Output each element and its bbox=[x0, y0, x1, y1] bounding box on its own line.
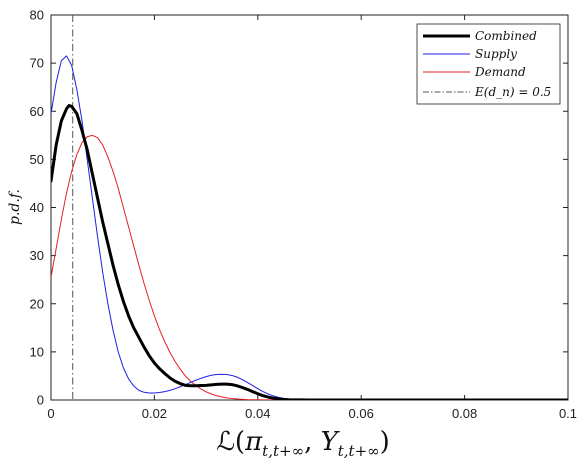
x-tick-label: 0.08 bbox=[452, 406, 477, 421]
legend-item-supply: Supply bbox=[423, 47, 517, 61]
x-tick-label: 0.1 bbox=[559, 406, 577, 421]
y-tick-label: 50 bbox=[30, 152, 44, 167]
x-tick-label: 0.04 bbox=[245, 406, 270, 421]
series-line-combined bbox=[51, 103, 568, 400]
y-tick-label: 10 bbox=[30, 344, 44, 359]
y-tick-label: 20 bbox=[30, 296, 44, 311]
legend-label-supply: Supply bbox=[475, 47, 517, 61]
series-layer bbox=[51, 15, 568, 400]
series-line-demand bbox=[51, 134, 568, 400]
x-tick-label: 0 bbox=[47, 406, 54, 421]
legend-label-expected: E(d_n) = 0.5 bbox=[474, 85, 551, 99]
legend-item-combined: Combined bbox=[423, 29, 537, 43]
legend-item-demand: Demand bbox=[423, 65, 526, 79]
x-axis: 0 0.02 0.04 0.06 0.08 0.1 bbox=[47, 15, 577, 421]
y-tick-label: 40 bbox=[30, 200, 44, 215]
y-axis-title: p.d.f. bbox=[7, 189, 23, 225]
legend-label-demand: Demand bbox=[474, 65, 526, 79]
x-tick-label: 0.06 bbox=[349, 406, 374, 421]
x-tick-label: 0.02 bbox=[142, 406, 167, 421]
y-tick-label: 70 bbox=[30, 56, 44, 71]
y-tick-label: 80 bbox=[30, 8, 44, 23]
legend-label-combined: Combined bbox=[475, 29, 537, 43]
y-tick-label: 0 bbox=[37, 393, 44, 408]
legend-item-expected: E(d_n) = 0.5 bbox=[423, 85, 551, 99]
y-axis: 0 10 20 30 40 50 60 70 80 bbox=[30, 8, 568, 408]
y-tick-label: 30 bbox=[30, 248, 44, 263]
x-axis-title: ℒ(πt,t+∞, Yt,t+∞) bbox=[216, 427, 390, 460]
y-tick-label: 60 bbox=[30, 104, 44, 119]
legend: Combined Supply Demand E(d_n) = 0.5 bbox=[416, 23, 561, 105]
